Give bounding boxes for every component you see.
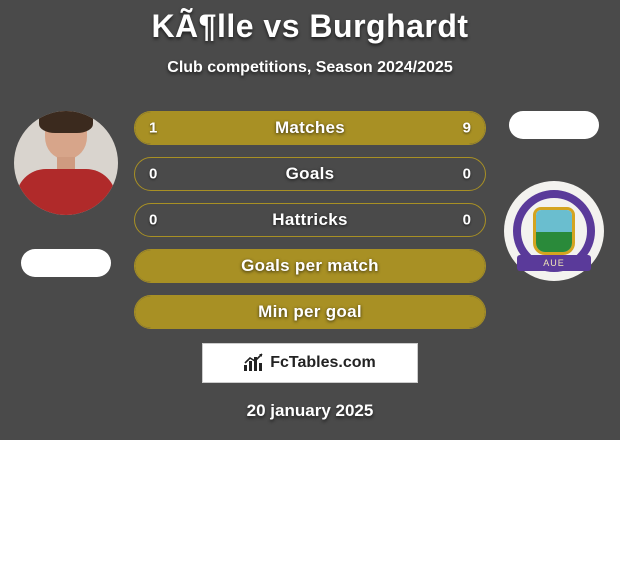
background-bottom xyxy=(0,440,620,580)
stat-label: Matches xyxy=(135,118,485,138)
player-left-flag xyxy=(21,249,111,277)
player-right-crest: AUE xyxy=(504,181,604,281)
stat-label: Goals per match xyxy=(135,256,485,276)
brand-chart-icon xyxy=(244,355,264,371)
player-right-column: AUE xyxy=(494,111,614,281)
date-text: 20 january 2025 xyxy=(134,401,486,421)
player-right-flag xyxy=(509,111,599,139)
page-title: KÃ¶lle vs Burghardt xyxy=(0,8,620,45)
stat-label: Goals xyxy=(135,164,485,184)
content-wrapper: KÃ¶lle vs Burghardt Club competitions, S… xyxy=(0,0,620,421)
main-row: 19Matches 00Goals 00Hattricks Goals per mat… xyxy=(0,111,620,421)
player-left-column xyxy=(6,111,126,277)
stats-column: 19Matches 00Goals 00Hattricks Goals per mat… xyxy=(126,111,494,421)
stat-label: Min per goal xyxy=(135,302,485,322)
subtitle: Club competitions, Season 2024/2025 xyxy=(0,59,620,77)
brand-box: FcTables.com xyxy=(202,343,418,383)
stat-bar: 19Matches xyxy=(134,111,486,145)
stat-bar: Goals per match xyxy=(134,249,486,283)
brand-text: FcTables.com xyxy=(270,354,376,372)
crest-banner-text: AUE xyxy=(517,255,591,271)
player-left-avatar xyxy=(14,111,118,215)
stat-bar: 00Goals xyxy=(134,157,486,191)
stat-bar: 00Hattricks xyxy=(134,203,486,237)
avatar-face-shape xyxy=(16,111,116,215)
stat-label: Hattricks xyxy=(135,210,485,230)
stat-bar: Min per goal xyxy=(134,295,486,329)
